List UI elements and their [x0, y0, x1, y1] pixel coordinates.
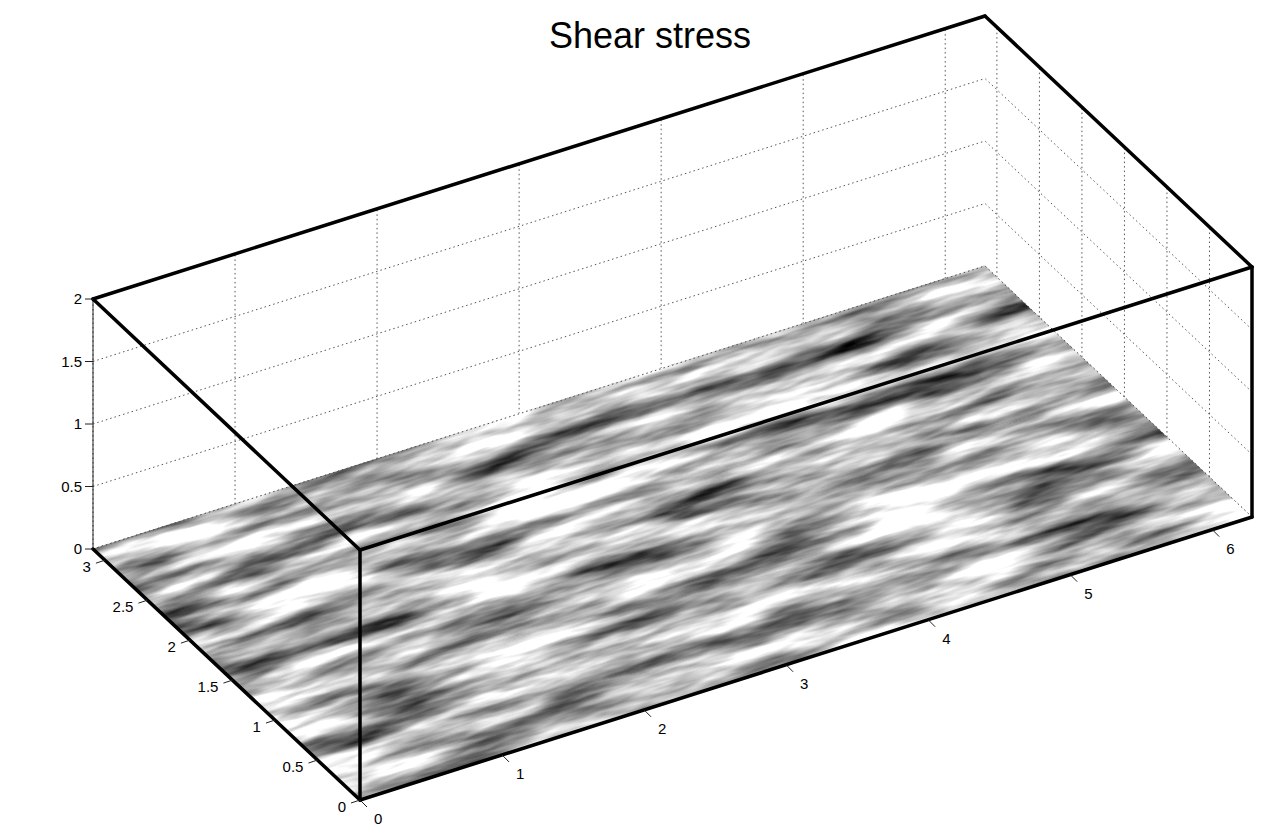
- svg-text:3: 3: [800, 675, 808, 692]
- svg-text:2: 2: [658, 720, 666, 737]
- svg-text:1: 1: [74, 415, 82, 432]
- svg-text:1.5: 1.5: [61, 353, 82, 370]
- svg-text:Shear stress: Shear stress: [549, 15, 751, 56]
- svg-text:0.5: 0.5: [61, 478, 82, 495]
- svg-text:1.5: 1.5: [198, 678, 219, 695]
- svg-text:0: 0: [74, 540, 82, 557]
- svg-text:3: 3: [83, 558, 91, 575]
- svg-text:0: 0: [338, 798, 346, 815]
- svg-text:2.5: 2.5: [113, 598, 134, 615]
- svg-text:5: 5: [1084, 585, 1092, 602]
- svg-text:4: 4: [942, 630, 950, 647]
- svg-text:0: 0: [374, 810, 382, 827]
- svg-text:1: 1: [253, 718, 261, 735]
- svg-text:2: 2: [74, 290, 82, 307]
- svg-text:1: 1: [516, 765, 524, 782]
- svg-text:2: 2: [168, 638, 176, 655]
- svg-text:6: 6: [1226, 540, 1234, 557]
- svg-text:0.5: 0.5: [283, 758, 304, 775]
